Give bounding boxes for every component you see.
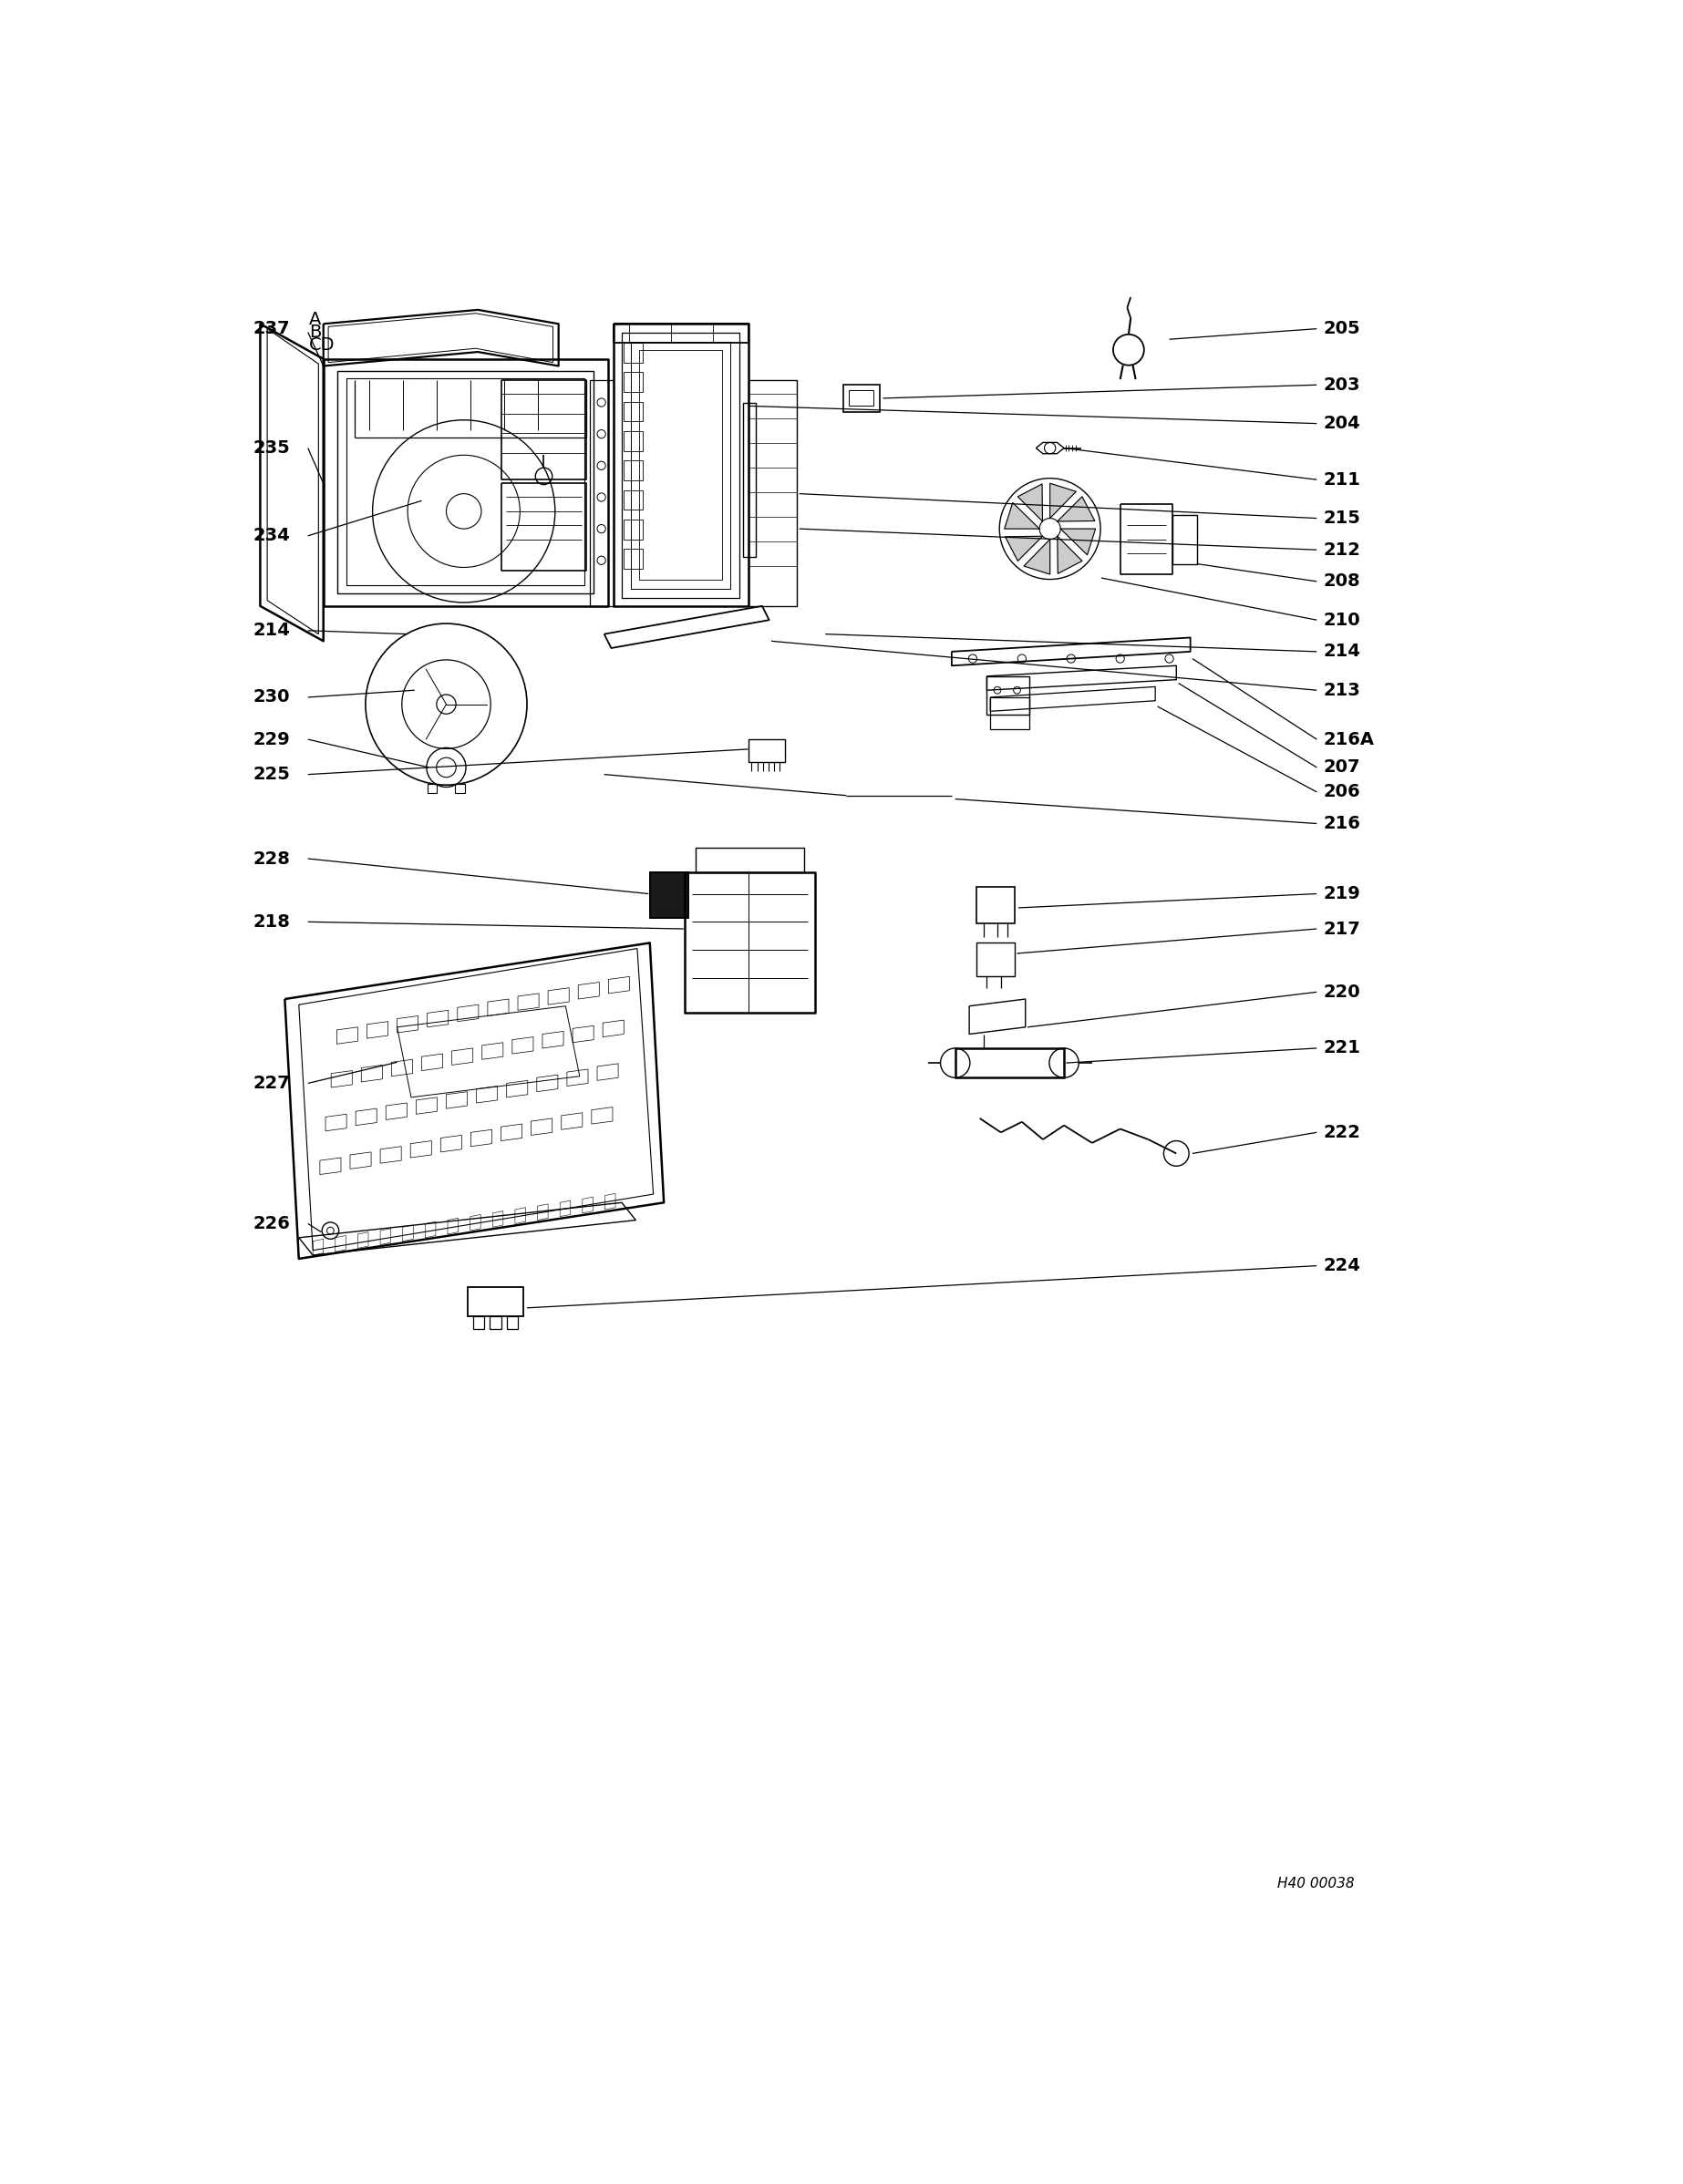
Text: 216: 216 — [1325, 815, 1362, 832]
Text: A: A — [310, 310, 321, 328]
Polygon shape — [1005, 502, 1040, 529]
Text: B: B — [310, 323, 321, 341]
Bar — [490, 1317, 502, 1328]
Text: 215: 215 — [1325, 509, 1362, 526]
Polygon shape — [1005, 537, 1042, 561]
Bar — [468, 1286, 523, 1317]
Bar — [623, 489, 643, 509]
Text: CD: CD — [310, 336, 335, 354]
Bar — [427, 784, 438, 793]
Text: 218: 218 — [252, 913, 291, 930]
Text: 206: 206 — [1325, 784, 1362, 802]
Bar — [848, 391, 873, 406]
Polygon shape — [1018, 485, 1042, 522]
Polygon shape — [1060, 529, 1096, 555]
Text: 211: 211 — [1325, 472, 1362, 489]
Text: 229: 229 — [252, 732, 291, 747]
Bar — [623, 343, 643, 363]
Bar — [507, 1317, 518, 1328]
Bar — [623, 371, 643, 391]
Bar — [473, 1317, 485, 1328]
Text: 221: 221 — [1325, 1040, 1362, 1057]
Text: 226: 226 — [252, 1214, 291, 1232]
Bar — [623, 402, 643, 422]
Text: 205: 205 — [1325, 321, 1362, 336]
Bar — [843, 384, 880, 411]
Bar — [976, 887, 1015, 924]
Bar — [623, 430, 643, 450]
Text: 228: 228 — [252, 850, 291, 867]
Text: 235: 235 — [252, 439, 291, 456]
Text: 210: 210 — [1325, 612, 1362, 629]
Bar — [990, 697, 1028, 729]
Bar — [623, 461, 643, 480]
Text: 219: 219 — [1325, 885, 1362, 902]
Text: 216A: 216A — [1325, 732, 1375, 747]
Bar — [623, 520, 643, 539]
Text: H40 00038: H40 00038 — [1277, 1876, 1355, 1889]
Text: 203: 203 — [1325, 376, 1360, 393]
Bar — [623, 548, 643, 568]
Bar — [986, 677, 1028, 714]
Text: 214: 214 — [1325, 642, 1362, 660]
Text: 213: 213 — [1325, 681, 1362, 699]
Bar — [744, 402, 756, 557]
Text: 207: 207 — [1325, 758, 1360, 775]
Bar — [456, 784, 465, 793]
Polygon shape — [1057, 496, 1094, 522]
Text: 204: 204 — [1325, 415, 1362, 432]
Text: 225: 225 — [252, 767, 291, 784]
Bar — [956, 1048, 1064, 1077]
Polygon shape — [1050, 483, 1075, 518]
Text: 220: 220 — [1325, 983, 1362, 1000]
Bar — [650, 874, 688, 917]
Polygon shape — [1057, 537, 1082, 574]
Text: 212: 212 — [1325, 542, 1362, 559]
Bar — [650, 874, 688, 917]
Text: 214: 214 — [252, 622, 291, 640]
Text: 234: 234 — [252, 526, 291, 544]
Text: 208: 208 — [1325, 572, 1362, 590]
Text: 237: 237 — [252, 321, 289, 336]
Text: 227: 227 — [252, 1075, 291, 1092]
Bar — [749, 740, 784, 762]
Text: 230: 230 — [252, 688, 289, 705]
Text: 224: 224 — [1325, 1258, 1362, 1275]
Polygon shape — [1023, 539, 1050, 574]
Bar — [976, 943, 1015, 976]
Text: 217: 217 — [1325, 919, 1362, 937]
Text: 222: 222 — [1325, 1125, 1362, 1140]
